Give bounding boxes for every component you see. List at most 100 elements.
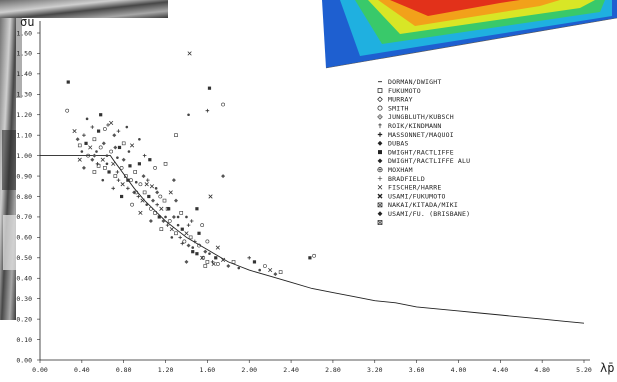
x-tick-label: 4.80 [534, 366, 550, 374]
data-point [170, 236, 174, 239]
legend-item: FUKUMOTO [377, 87, 421, 95]
legend-label: JUNGBLUTH/KUBSCH [388, 113, 454, 121]
data-point [141, 174, 146, 179]
y-tick-label: 0.60 [16, 234, 32, 242]
legend-label: DWIGHT/RACTLIFFE ALU [388, 157, 470, 165]
data-point [126, 186, 130, 191]
data-point [121, 157, 126, 162]
data-point [211, 261, 216, 267]
legend-marker [377, 167, 383, 173]
data-point [258, 268, 261, 272]
data-point [247, 256, 252, 260]
data-point [159, 227, 164, 231]
data-point [92, 170, 97, 174]
data-point [162, 198, 167, 203]
data-point [116, 156, 119, 159]
legend-label: USAMI/FUKUMOTO [388, 192, 446, 200]
data-point [138, 137, 141, 141]
x-tick-label: 5.20 [576, 366, 592, 374]
data-point [163, 162, 168, 166]
data-point [205, 260, 210, 264]
legend-label: DWIGHT/RACTLIFFE [388, 148, 454, 156]
data-point [109, 120, 114, 126]
legend-label: MOXHAM [388, 166, 413, 174]
data-point [165, 206, 170, 211]
data-point [171, 214, 176, 219]
y-tick-label: 0.70 [16, 213, 32, 221]
legend-label: SMITH [388, 104, 409, 112]
legend-marker-inner [377, 202, 383, 208]
y-tick-label: 0.00 [16, 356, 32, 364]
legend-item: NAKAI/KITADA/MIKI [377, 201, 458, 209]
data-point [127, 150, 131, 153]
data-point [155, 202, 159, 207]
data-point [136, 194, 141, 199]
data-point [180, 241, 185, 246]
data-point [116, 129, 121, 133]
legend-item: JUNGBLUTH/KUBSCH [377, 113, 454, 121]
x-tick-label: 2.40 [283, 366, 299, 374]
data-point [180, 227, 184, 231]
legend-label: DUBAS [388, 140, 409, 148]
data-point [191, 246, 195, 249]
legend-marker-inner [378, 168, 382, 172]
data-point [148, 219, 153, 224]
data-point [96, 164, 101, 168]
data-point [200, 223, 205, 228]
data-point [203, 264, 208, 268]
legend-marker [377, 185, 383, 190]
data-point [176, 223, 180, 227]
data-point [101, 141, 106, 146]
data-point [185, 215, 188, 219]
legend-label: FISCHER/HARRE [388, 184, 441, 192]
data-point [138, 210, 143, 215]
data-point [200, 255, 205, 260]
y-tick-label: 0.40 [16, 275, 32, 283]
data-point [189, 219, 194, 223]
data-point [77, 157, 82, 162]
data-point [77, 143, 82, 148]
data-point [133, 170, 137, 174]
data-point [113, 145, 118, 150]
data-point [86, 153, 91, 158]
data-point [308, 256, 312, 260]
data-point [107, 170, 111, 174]
data-point [100, 157, 105, 162]
data-point [101, 178, 105, 182]
data-point [112, 133, 117, 138]
y-tick-label: 1.20 [16, 111, 32, 119]
data-point [121, 141, 126, 146]
legend-marker [377, 105, 383, 111]
data-point [88, 145, 93, 150]
data-point [221, 174, 226, 179]
y-tick-label: 1.00 [16, 152, 32, 160]
data-point [116, 178, 121, 182]
data-point [174, 133, 178, 137]
data-point [205, 108, 210, 113]
legend-item: DWIGHT/RACTLIFFE [378, 148, 454, 156]
legend-marker [378, 123, 382, 129]
data-point [273, 272, 278, 277]
legend-label: MURRAY [388, 96, 413, 104]
y-tick-label: 1.50 [16, 50, 32, 58]
y-tick-label: 1.30 [16, 91, 32, 99]
background-photo [0, 0, 168, 320]
data-point [113, 174, 118, 178]
data-point [252, 260, 257, 264]
data-point [137, 162, 141, 166]
data-point [99, 113, 103, 117]
data-point [167, 219, 172, 223]
y-tick-label: 1.40 [16, 70, 32, 78]
data-point [134, 180, 138, 184]
data-point [187, 113, 190, 117]
data-point [167, 207, 171, 211]
legend-label: USAMI/FU. (BRISBANE) [388, 210, 470, 218]
data-point [191, 250, 195, 254]
data-point [165, 223, 170, 227]
legend-marker-dot [379, 116, 381, 118]
legend-marker [377, 96, 383, 103]
data-point [220, 257, 226, 262]
legend-marker [377, 114, 383, 120]
